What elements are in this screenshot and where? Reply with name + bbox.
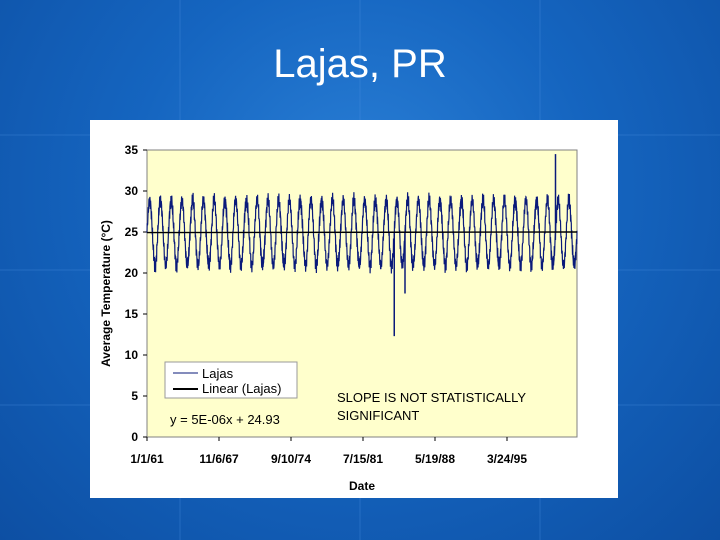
y-tick-label: 0 [131, 430, 138, 444]
y-tick-label: 5 [131, 389, 138, 403]
slide-title: Lajas, PR [273, 42, 447, 86]
y-axis-title: Average Temperature (°C) [99, 220, 113, 367]
x-tick-label: 7/15/81 [343, 452, 383, 466]
x-tick-label: 9/10/74 [271, 452, 311, 466]
legend-label-trend: Linear (Lajas) [202, 381, 282, 396]
trend-line [146, 231, 578, 234]
y-tick-label: 35 [125, 143, 139, 157]
x-tick-label: 1/1/61 [130, 452, 164, 466]
y-tick-label: 20 [125, 266, 139, 280]
temperature-chart: 0 5 10 15 20 25 30 35 1/1/61 11/6/67 9/10/74 7/15/8… [99, 143, 578, 493]
y-tick-label: 25 [125, 225, 139, 239]
chart-frame: 0 5 10 15 20 25 30 35 1/1/61 11/6/67 9/10/74 7/15/8… [90, 120, 618, 498]
y-tick-label: 15 [125, 307, 139, 321]
y-tick-label: 10 [125, 348, 139, 362]
slope-annotation-line: SIGNIFICANT [337, 408, 419, 423]
x-tick-label: 5/19/88 [415, 452, 455, 466]
legend-box [164, 361, 298, 399]
slope-annotation-line: SLOPE IS NOT STATISTICALLY [337, 390, 526, 405]
y-tick-label: 30 [125, 184, 139, 198]
x-tick-label: 3/24/95 [487, 452, 527, 466]
x-axis-title: Date [349, 479, 375, 493]
x-tick-label: 11/6/67 [199, 452, 239, 466]
legend-label-lajas: Lajas [202, 366, 234, 381]
trend-equation: y = 5E-06x + 24.93 [170, 412, 280, 427]
